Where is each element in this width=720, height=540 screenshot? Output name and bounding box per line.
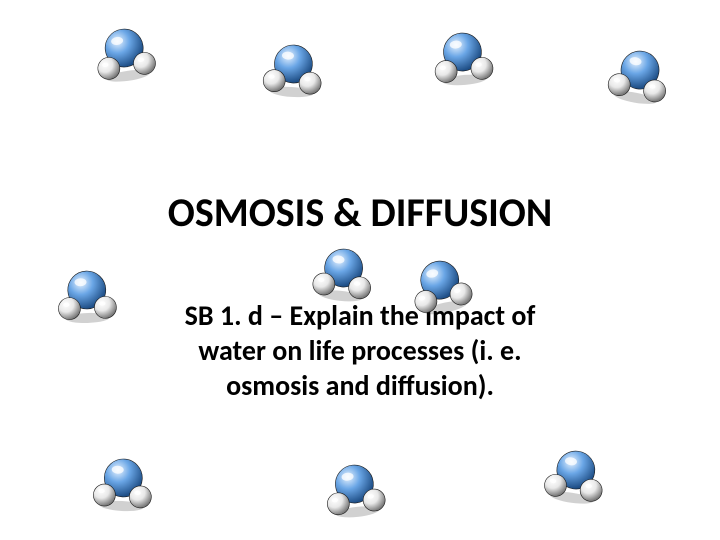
water-molecule-icon — [600, 42, 679, 109]
water-molecule-icon — [305, 242, 380, 305]
water-molecule-icon — [426, 27, 501, 89]
subtitle-line-3: osmosis and diffusion). — [0, 368, 720, 403]
water-molecule-icon — [87, 454, 160, 514]
water-molecule-icon — [86, 21, 163, 86]
slide-title: OSMOSIS & DIFFUSION — [0, 188, 720, 237]
water-molecule-icon — [317, 458, 392, 521]
slide: OSMOSIS & DIFFUSION SB 1. d – Explain th… — [0, 0, 720, 540]
water-molecule-icon — [536, 443, 613, 508]
water-molecule-icon — [256, 40, 330, 101]
subtitle-line-2: water on life processes (i. e. — [0, 333, 720, 368]
water-molecule-icon — [51, 267, 123, 325]
